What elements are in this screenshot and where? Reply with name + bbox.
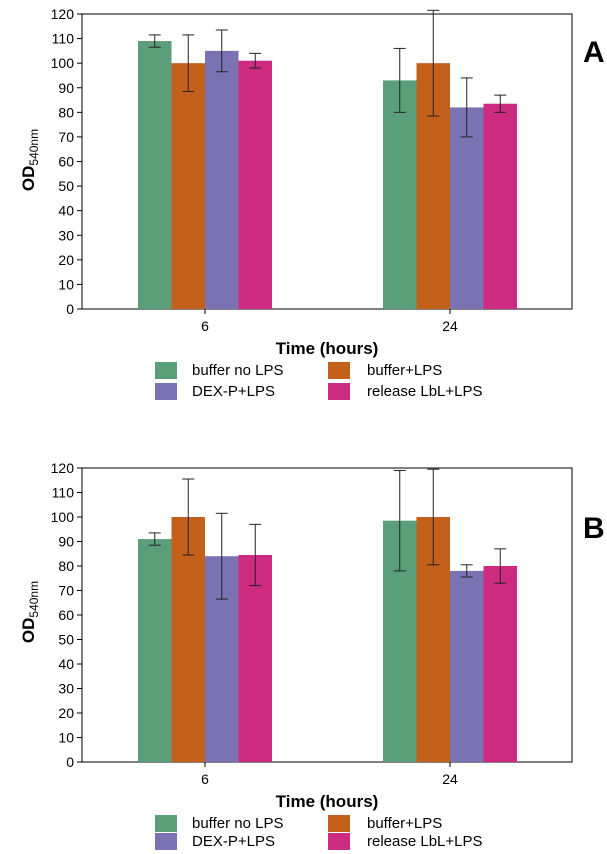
legend-label: buffer+LPS <box>367 362 442 379</box>
x-axis-title: Time (hours) <box>276 792 379 811</box>
bar <box>138 539 172 762</box>
chart-panel-b: 0 10 20 30 40 50 60 70 80 90 100 110 120 6 24 Time (hou… <box>19 460 605 850</box>
y-tick-label: 10 <box>58 276 74 292</box>
y-axis-title: OD540nm <box>19 581 41 643</box>
legend-swatch <box>328 833 350 850</box>
bar <box>483 103 517 310</box>
legend-label: buffer no LPS <box>192 815 283 832</box>
y-tick-label: 90 <box>58 80 74 96</box>
bar <box>171 517 205 762</box>
x-tick-label: 6 <box>201 318 209 334</box>
y-tick-label: 30 <box>58 227 74 243</box>
y-tick-label: 0 <box>66 301 74 317</box>
y-tick-label: 0 <box>66 754 74 770</box>
chart-panel-a: 0 10 20 30 40 50 60 70 80 90 100 110 120 6 24 Time (hou… <box>19 6 605 400</box>
y-tick-label: 90 <box>58 534 74 550</box>
y-tick-label: 60 <box>58 154 74 170</box>
y-tick-label: 100 <box>51 509 75 525</box>
legend-swatch <box>155 383 177 400</box>
legend-label: buffer+LPS <box>367 815 442 832</box>
y-tick-label: 20 <box>58 252 74 268</box>
y-tick-label: 60 <box>58 607 74 623</box>
bar <box>238 60 272 310</box>
y-tick-label: 100 <box>51 55 75 71</box>
y-axis-title-subscript: 540nm <box>27 129 41 166</box>
legend-swatch <box>328 383 350 400</box>
bar <box>450 107 484 310</box>
y-axis-title-main: OD <box>19 618 38 644</box>
bar <box>483 566 517 762</box>
legend-label: release LbL+LPS <box>367 833 483 850</box>
legend-swatch <box>328 815 350 832</box>
legend-label: DEX-P+LPS <box>192 833 275 850</box>
y-axis-title-subscript: 540nm <box>27 581 41 618</box>
x-tick-label: 24 <box>442 771 458 787</box>
legend-swatch <box>155 815 177 832</box>
y-tick-label: 110 <box>52 31 75 47</box>
x-axis-title: Time (hours) <box>276 339 379 358</box>
y-tick-label: 70 <box>58 583 74 599</box>
legend-swatch <box>155 833 177 850</box>
x-tick-label: 24 <box>442 318 458 334</box>
y-tick-label: 120 <box>51 6 75 22</box>
y-axis-title: OD540nm <box>19 129 41 191</box>
y-tick-label: 10 <box>58 730 74 746</box>
y-tick-label: 30 <box>58 681 74 697</box>
y-tick-label: 20 <box>58 705 74 721</box>
y-tick-label: 80 <box>58 558 74 574</box>
y-axis-title-main: OD <box>19 166 38 192</box>
bar <box>238 554 272 762</box>
bar <box>138 41 172 310</box>
legend-label: buffer no LPS <box>192 362 283 379</box>
y-tick-label: 40 <box>58 656 74 672</box>
panel-label: A <box>583 36 605 69</box>
y-tick-label: 40 <box>58 203 74 219</box>
legend-label: release LbL+LPS <box>367 383 483 400</box>
bar <box>205 50 239 309</box>
panel-label: B <box>583 512 605 545</box>
y-tick-label: 50 <box>58 632 74 648</box>
x-tick-label: 6 <box>201 771 209 787</box>
y-tick-label: 120 <box>51 460 75 476</box>
bar <box>171 63 205 309</box>
bar <box>450 570 484 762</box>
y-tick-label: 110 <box>52 485 75 501</box>
y-tick-label: 80 <box>58 104 74 120</box>
y-tick-label: 50 <box>58 178 74 194</box>
y-tick-label: 70 <box>58 129 74 145</box>
bar <box>383 80 417 309</box>
legend-swatch <box>155 362 177 379</box>
legend-label: DEX-P+LPS <box>192 383 275 400</box>
legend-swatch <box>328 362 350 379</box>
